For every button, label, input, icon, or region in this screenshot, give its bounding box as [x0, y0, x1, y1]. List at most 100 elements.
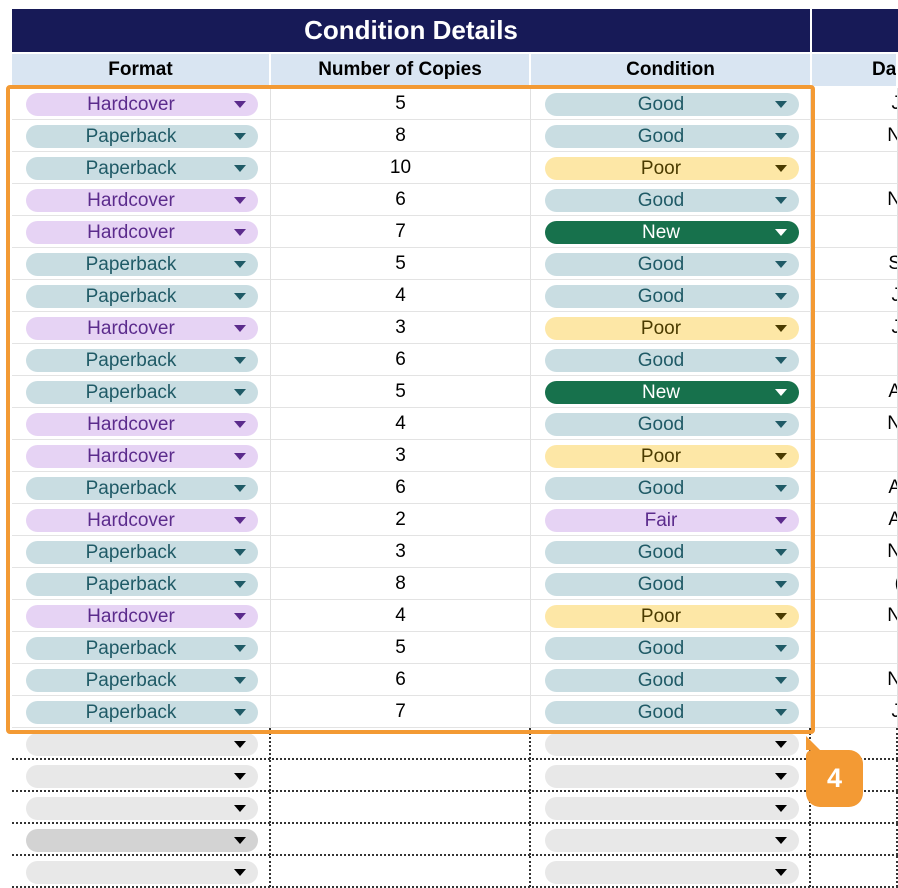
condition-dropdown[interactable]	[545, 829, 799, 852]
copies-cell[interactable]: 3	[271, 440, 531, 471]
condition-dropdown[interactable]: New	[545, 221, 799, 244]
condition-cell[interactable]: Poor	[531, 600, 811, 631]
condition-dropdown[interactable]: Good	[545, 701, 799, 724]
dropdown-arrow-icon[interactable]	[775, 293, 787, 300]
condition-dropdown[interactable]	[545, 797, 799, 820]
condition-dropdown[interactable]: Good	[545, 349, 799, 372]
date-cell[interactable]	[812, 856, 898, 887]
dropdown-arrow-icon[interactable]	[775, 453, 787, 460]
dropdown-arrow-icon[interactable]	[234, 325, 246, 332]
dropdown-arrow-icon[interactable]	[234, 389, 246, 396]
condition-cell[interactable]: Poor	[531, 440, 811, 471]
condition-cell[interactable]	[531, 856, 811, 887]
format-cell[interactable]: Hardcover	[12, 408, 271, 439]
dropdown-arrow-icon[interactable]	[775, 613, 787, 620]
condition-dropdown[interactable]: Poor	[545, 445, 799, 468]
copies-cell[interactable]: 4	[271, 600, 531, 631]
condition-cell[interactable]	[531, 824, 811, 855]
condition-cell[interactable]: New	[531, 376, 811, 407]
copies-cell[interactable]: 5	[271, 376, 531, 407]
condition-cell[interactable]: Good	[531, 632, 811, 663]
header-condition[interactable]: Condition	[531, 54, 812, 86]
dropdown-arrow-icon[interactable]	[775, 197, 787, 204]
dropdown-arrow-icon[interactable]	[234, 645, 246, 652]
format-dropdown[interactable]: Hardcover	[26, 317, 258, 340]
dropdown-arrow-icon[interactable]	[234, 229, 246, 236]
copies-cell[interactable]	[271, 728, 531, 759]
dropdown-arrow-icon[interactable]	[234, 773, 246, 780]
condition-cell[interactable]: Good	[531, 120, 811, 151]
dropdown-arrow-icon[interactable]	[775, 709, 787, 716]
format-dropdown[interactable]: Paperback	[26, 573, 258, 596]
dropdown-arrow-icon[interactable]	[775, 133, 787, 140]
format-cell[interactable]: Paperback	[12, 664, 271, 695]
condition-cell[interactable]: Fair	[531, 504, 811, 535]
dropdown-arrow-icon[interactable]	[775, 325, 787, 332]
date-cell[interactable]	[812, 792, 898, 823]
date-cell[interactable]: N	[812, 600, 898, 631]
date-cell[interactable]: I	[812, 344, 898, 375]
dropdown-arrow-icon[interactable]	[775, 165, 787, 172]
dropdown-arrow-icon[interactable]	[234, 293, 246, 300]
dropdown-arrow-icon[interactable]	[775, 773, 787, 780]
dropdown-arrow-icon[interactable]	[775, 421, 787, 428]
date-cell[interactable]: N	[812, 536, 898, 567]
format-dropdown[interactable]: Hardcover	[26, 93, 258, 116]
copies-cell[interactable]: 7	[271, 216, 531, 247]
dropdown-arrow-icon[interactable]	[234, 741, 246, 748]
date-cell[interactable]: J	[812, 312, 898, 343]
condition-cell[interactable]: Poor	[531, 312, 811, 343]
format-dropdown[interactable]: Paperback	[26, 637, 258, 660]
condition-dropdown[interactable]: New	[545, 381, 799, 404]
copies-cell[interactable]: 4	[271, 280, 531, 311]
dropdown-arrow-icon[interactable]	[234, 581, 246, 588]
date-cell[interactable]	[812, 152, 898, 183]
format-dropdown[interactable]: Paperback	[26, 125, 258, 148]
date-cell[interactable]: N	[812, 120, 898, 151]
format-dropdown[interactable]: Hardcover	[26, 445, 258, 468]
format-dropdown[interactable]: Hardcover	[26, 605, 258, 628]
format-cell[interactable]: Paperback	[12, 120, 271, 151]
condition-cell[interactable]: Good	[531, 88, 811, 119]
date-cell[interactable]: N	[812, 184, 898, 215]
condition-cell[interactable]	[531, 792, 811, 823]
dropdown-arrow-icon[interactable]	[775, 869, 787, 876]
dropdown-arrow-icon[interactable]	[775, 389, 787, 396]
date-cell[interactable]: A	[812, 504, 898, 535]
dropdown-arrow-icon[interactable]	[775, 261, 787, 268]
copies-cell[interactable]	[271, 856, 531, 887]
condition-dropdown[interactable]: Poor	[545, 605, 799, 628]
condition-cell[interactable]: Good	[531, 696, 811, 727]
condition-dropdown[interactable]	[545, 861, 799, 884]
date-cell[interactable]: J	[812, 280, 898, 311]
condition-cell[interactable]: New	[531, 216, 811, 247]
condition-dropdown[interactable]: Good	[545, 669, 799, 692]
format-cell[interactable]: Paperback	[12, 696, 271, 727]
condition-dropdown[interactable]: Good	[545, 253, 799, 276]
copies-cell[interactable]: 4	[271, 408, 531, 439]
date-cell[interactable]: A	[812, 376, 898, 407]
dropdown-arrow-icon[interactable]	[775, 741, 787, 748]
format-cell[interactable]: Hardcover	[12, 440, 271, 471]
format-dropdown[interactable]: Paperback	[26, 477, 258, 500]
date-cell[interactable]	[812, 632, 898, 663]
condition-cell[interactable]: Good	[531, 280, 811, 311]
dropdown-arrow-icon[interactable]	[775, 837, 787, 844]
dropdown-arrow-icon[interactable]	[234, 261, 246, 268]
format-dropdown[interactable]: Hardcover	[26, 189, 258, 212]
dropdown-arrow-icon[interactable]	[234, 549, 246, 556]
format-cell[interactable]: Hardcover	[12, 504, 271, 535]
copies-cell[interactable]: 6	[271, 472, 531, 503]
dropdown-arrow-icon[interactable]	[234, 101, 246, 108]
dropdown-arrow-icon[interactable]	[775, 357, 787, 364]
copies-cell[interactable]: 5	[271, 248, 531, 279]
format-cell[interactable]	[12, 856, 271, 887]
condition-dropdown[interactable]	[545, 765, 799, 788]
header-date[interactable]: Dat	[812, 54, 898, 86]
condition-dropdown[interactable]: Fair	[545, 509, 799, 532]
format-cell[interactable]	[12, 792, 271, 823]
format-dropdown[interactable]: Hardcover	[26, 221, 258, 244]
condition-dropdown[interactable]: Poor	[545, 317, 799, 340]
dropdown-arrow-icon[interactable]	[775, 549, 787, 556]
format-cell[interactable]	[12, 728, 271, 759]
